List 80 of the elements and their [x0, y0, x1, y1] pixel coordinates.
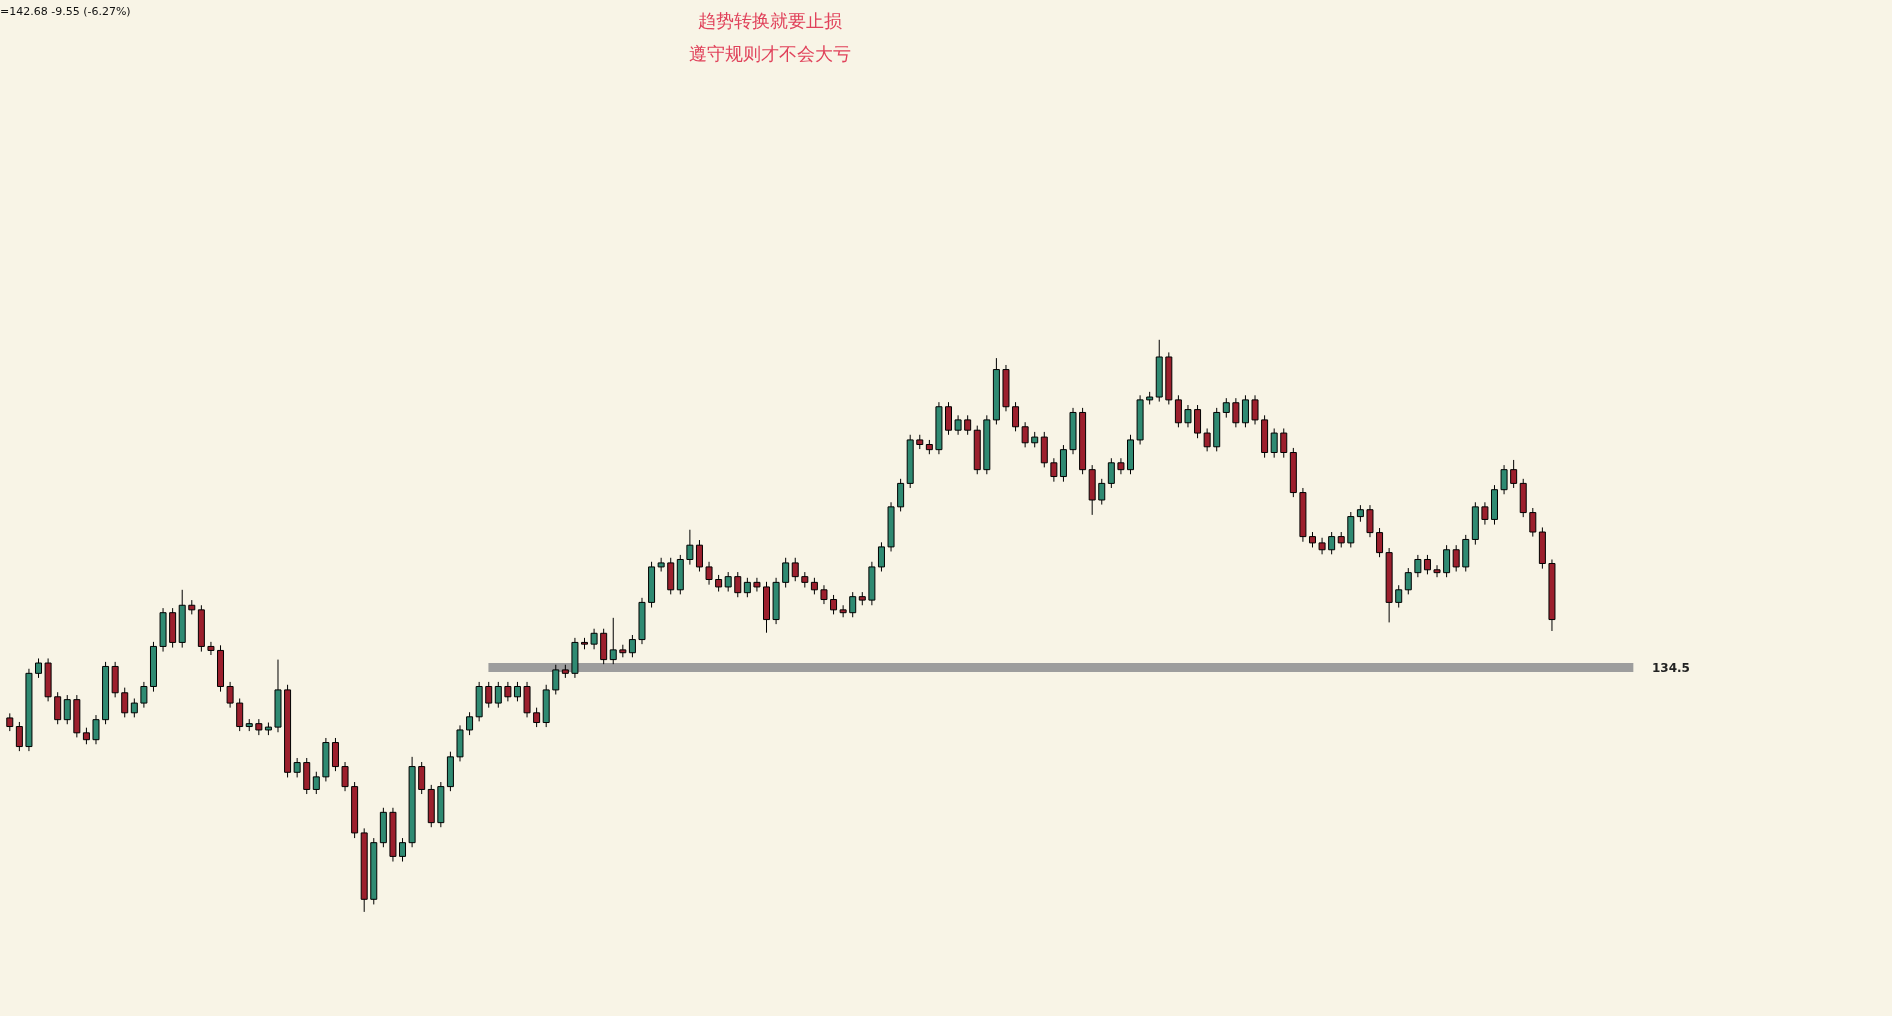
candlestick: [820, 584, 828, 605]
candlestick: [1021, 421, 1029, 448]
candlestick: [1241, 394, 1249, 428]
candlestick: [1232, 397, 1240, 428]
candlestick: [35, 657, 43, 679]
candlestick: [945, 401, 953, 436]
candlestick: [782, 557, 790, 589]
candlestick: [418, 761, 426, 795]
candlestick: [1500, 464, 1508, 495]
candlestick: [236, 698, 244, 732]
candlestick: [92, 714, 100, 745]
candlestick: [609, 617, 617, 665]
candlestick: [897, 478, 905, 512]
candlestick: [552, 664, 560, 695]
candlestick: [207, 641, 215, 656]
candlestick: [791, 557, 799, 582]
candlestick: [1012, 401, 1020, 432]
candlestick: [466, 711, 474, 736]
candlestick: [657, 557, 665, 572]
candlestick: [54, 691, 62, 725]
candlestick: [954, 414, 962, 436]
candlestick: [830, 594, 838, 615]
candlestick: [1098, 478, 1106, 506]
candlestick: [1366, 504, 1374, 538]
candlestick: [1318, 537, 1326, 555]
candlestick: [1404, 567, 1412, 595]
candlestick: [485, 681, 493, 709]
candlestick: [1376, 527, 1384, 558]
candlestick: [1270, 427, 1278, 459]
candlestick: [1222, 397, 1230, 419]
candlestick: [513, 681, 521, 702]
candlestick: [341, 761, 349, 792]
candlestick: [312, 771, 320, 795]
candlestick: [1529, 507, 1537, 538]
candlestick: [1423, 554, 1431, 575]
chart-title: 趋势转换就要止损: [698, 10, 842, 31]
candlestick: [121, 687, 129, 718]
text: =142.68 -9.55 (-6.27%): [0, 5, 131, 18]
candlestick: [140, 681, 148, 709]
candlestick: [734, 571, 742, 598]
candlestick: [590, 628, 598, 650]
candlestick: [399, 837, 407, 863]
candlestick: [1510, 459, 1518, 489]
candlestick: [743, 577, 751, 598]
candlestick: [849, 591, 857, 618]
candlestick: [1203, 427, 1211, 452]
candlestick: [705, 561, 713, 586]
candlestick: [839, 604, 847, 618]
candlestick: [695, 539, 703, 572]
candlestick: [1194, 404, 1202, 439]
candlestick: [15, 721, 23, 752]
candlestick: [964, 414, 972, 436]
candlestick: [1251, 394, 1259, 425]
candlestick: [1328, 531, 1336, 555]
candlestick: [1433, 564, 1441, 578]
candlestick: [533, 707, 541, 728]
candlestick: [1280, 427, 1288, 459]
text: 134.5: [1652, 660, 1690, 675]
candlestick: [1050, 457, 1058, 483]
candlestick: [1184, 404, 1192, 428]
candlestick: [1117, 457, 1125, 475]
candlestick: [628, 634, 636, 658]
candlestick: [1481, 501, 1489, 526]
candlestick: [130, 698, 138, 718]
candlestick: [1452, 544, 1460, 572]
candlestick: [1443, 544, 1451, 578]
chart-subtitle: 遵守规则才不会大亏: [689, 43, 851, 64]
candlestick: [1395, 584, 1403, 609]
candlestick: [494, 681, 502, 709]
candlestick: [877, 541, 885, 572]
candlestick: [686, 529, 694, 566]
candlestick: [1174, 394, 1182, 428]
candlestick: [63, 694, 71, 725]
candlestick: [1107, 457, 1115, 489]
candlestick: [293, 757, 301, 778]
candlestick: [753, 577, 761, 593]
candlestick: [1414, 554, 1422, 578]
candlestick: [724, 571, 732, 593]
candlestick: [504, 681, 512, 702]
candlestick: [226, 681, 234, 709]
